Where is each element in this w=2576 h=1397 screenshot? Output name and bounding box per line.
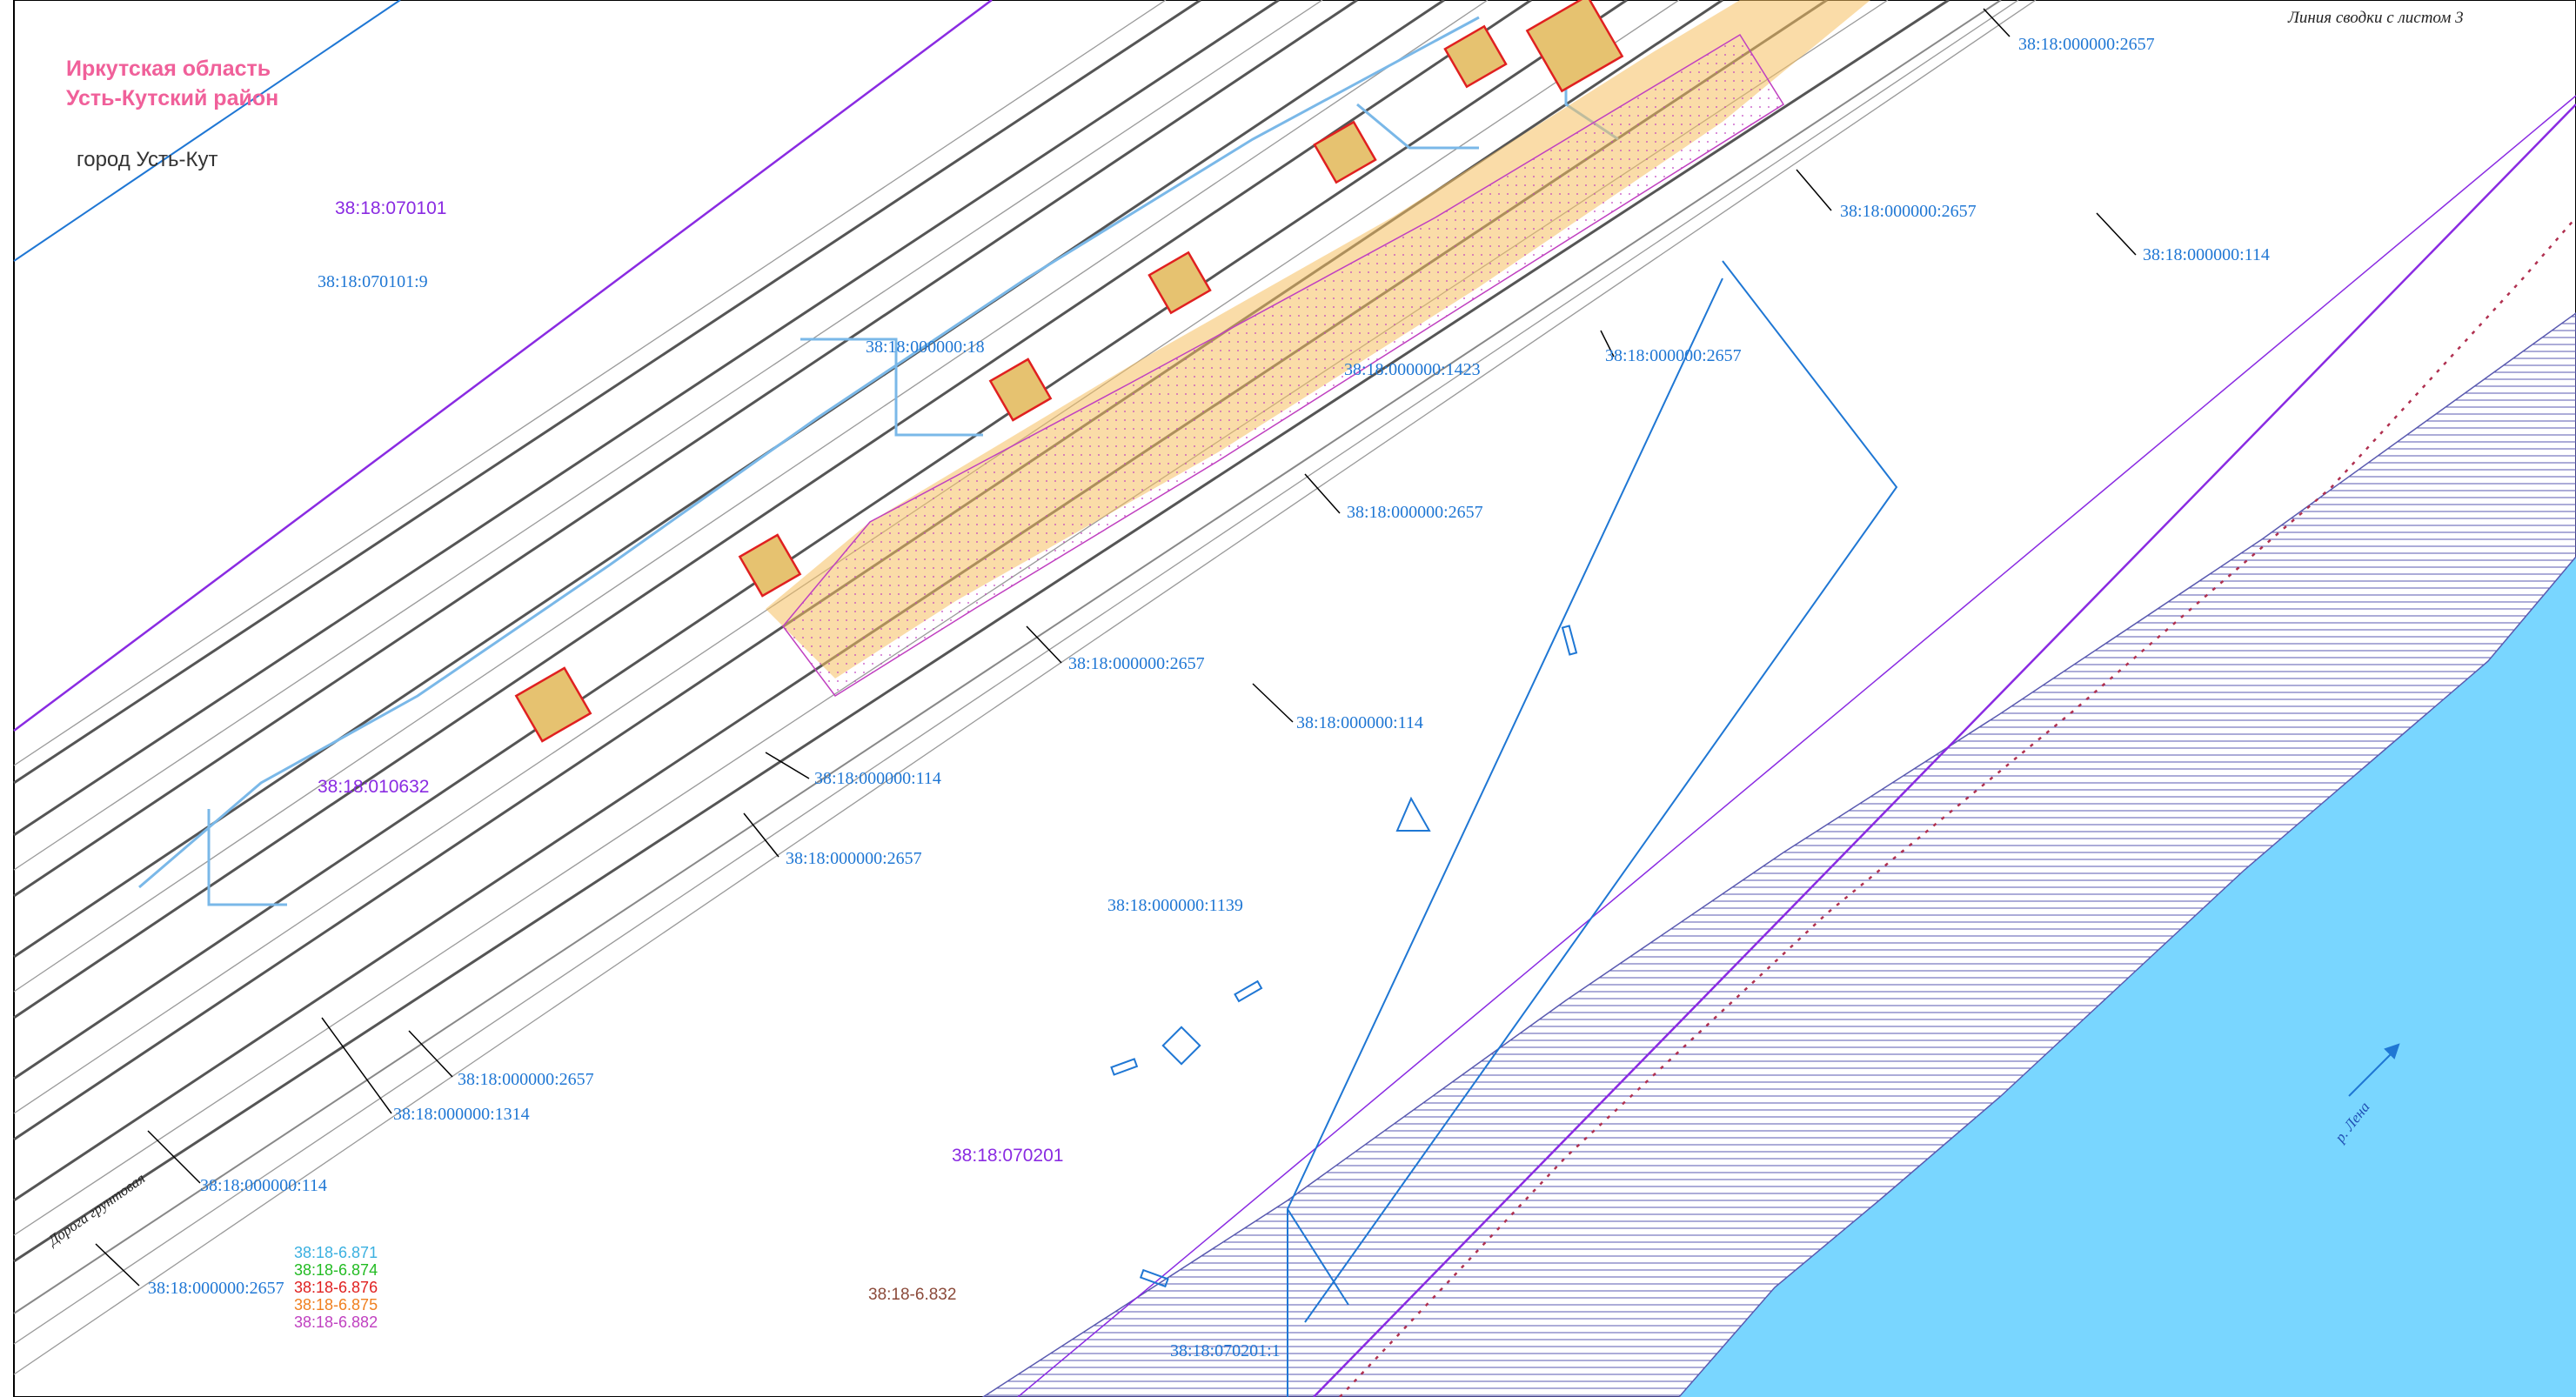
legend-item: 38:18-6.871 [294, 1244, 378, 1261]
region-title: Иркутская область Усть-Кутский район [66, 54, 278, 113]
legend-item: 38:18-6.882 [294, 1313, 378, 1331]
zone-label: 38:18-6.832 [868, 1286, 957, 1304]
legend-item: 38:18-6.876 [294, 1279, 378, 1296]
water-protection-zone [981, 312, 2576, 1397]
utility-lines [138, 16, 1619, 906]
parcel-label: 38:18:000000:114 [2143, 245, 2270, 264]
parcel-label: 38:18:000000:2657 [1840, 202, 1977, 221]
structure-markers [514, 0, 1624, 743]
parcel-label: 38:18:070201:1 [1170, 1341, 1281, 1360]
map-frame [13, 0, 2576, 1397]
label-leaders [95, 8, 2137, 1287]
parcel-label: 38:18:000000:114 [1296, 713, 1423, 732]
parcel-label: 38:18:000000:1139 [1107, 896, 1243, 915]
parcel-boundary [13, 0, 401, 262]
region-name: Иркутская область [66, 57, 271, 81]
parcel-label: 38:18:000000:1314 [393, 1105, 530, 1124]
parcel-label: 38:18:000000:2657 [1068, 654, 1205, 673]
quarter-boundary-line [1313, 104, 2576, 1397]
city-name: город Усть-Кут [77, 148, 218, 171]
parcel-label: 38:18:000000:2657 [1347, 503, 1483, 522]
parcel-label: 38:18:000000:2657 [1605, 346, 1742, 365]
parcel-label: 38:18:000000:114 [200, 1176, 327, 1195]
sheet-join-note: Линия сводки с листом 3 [2288, 9, 2464, 27]
parcel-label: 38:18:000000:114 [814, 769, 941, 788]
small-objects [1110, 625, 1578, 1288]
quarter-label: 38:18:070201 [952, 1146, 1064, 1166]
parcel-label: 38:18:000000:2657 [458, 1070, 594, 1089]
parcel-boundary [1287, 1208, 1349, 1306]
legend-item: 38:18-6.875 [294, 1296, 378, 1313]
quarter-label: 38:18:010632 [318, 777, 430, 797]
river-flow-arrow [2348, 1043, 2400, 1097]
legend-item: 38:18-6.874 [294, 1261, 378, 1279]
legend: 38:18-6.871 38:18-6.874 38:18-6.876 38:1… [294, 1244, 468, 1340]
parcel-label: 38:18:000000:18 [866, 338, 985, 357]
river-area [1679, 557, 2576, 1397]
quarter-boundary-line [13, 0, 993, 732]
parcel-label: 38:18:000000:2657 [786, 849, 922, 868]
quarter-label: 38:18:070101 [335, 198, 447, 218]
quarter-boundary-line [1017, 95, 2576, 1397]
district-name: Усть-Кутский район [66, 86, 279, 110]
parcel-boundary [1304, 260, 1898, 1323]
parcel-label: 38:18:000000:2657 [148, 1279, 284, 1298]
parcel-label: 38:18:000000:2657 [2018, 35, 2155, 54]
coastal-line [1339, 217, 2576, 1397]
dotted-zone [782, 33, 1785, 698]
parcel-label: 38:18:000000:1423 [1344, 360, 1481, 379]
parcel-label: 38:18:070101:9 [318, 272, 428, 291]
